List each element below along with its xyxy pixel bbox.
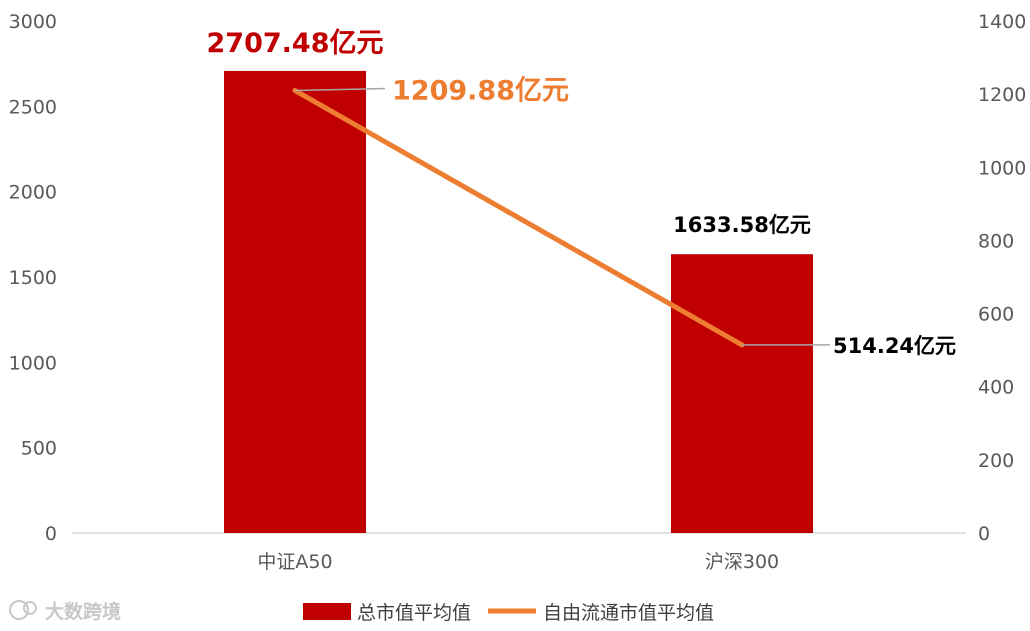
watermark-text: 大数跨境 xyxy=(45,600,121,623)
bar-data-label: 1633.58亿元 xyxy=(673,213,811,237)
bar xyxy=(224,70,366,534)
category-label: 中证A50 xyxy=(257,551,332,573)
left-y-axis: 0 500 1000 1500 2000 2500 3000 xyxy=(9,11,57,545)
line-data-label: 514.24亿元 xyxy=(833,334,956,358)
right-tick-label: 200 xyxy=(978,450,1014,472)
right-tick-label: 400 xyxy=(978,377,1014,399)
bar-data-label: 2707.48亿元 xyxy=(207,28,384,59)
right-tick-label: 0 xyxy=(978,523,990,545)
line-path xyxy=(292,88,745,348)
category-labels: 中证A50 沪深300 xyxy=(257,551,779,573)
left-tick-label: 1500 xyxy=(9,267,57,289)
right-tick-label: 600 xyxy=(978,304,1014,326)
watermark: 大数跨境 xyxy=(9,600,121,623)
right-tick-label: 800 xyxy=(978,230,1014,252)
left-tick-label: 1000 xyxy=(9,352,57,374)
category-label: 沪深300 xyxy=(705,551,779,573)
data-labels: 2707.48亿元 1633.58亿元 1209.88亿元 514.24亿元 xyxy=(207,28,957,358)
line-data-label: 1209.88亿元 xyxy=(392,76,569,107)
left-tick-label: 2500 xyxy=(9,96,57,118)
watermark-logo-icon xyxy=(9,600,37,620)
bar-series xyxy=(224,70,813,534)
legend: 总市值平均值 自由流通市值平均值 xyxy=(303,602,714,624)
left-tick-label: 3000 xyxy=(9,11,57,33)
right-y-axis: 0 200 400 600 800 1000 1200 1400 xyxy=(978,11,1026,545)
right-tick-label: 1000 xyxy=(978,157,1026,179)
legend-label: 总市值平均值 xyxy=(357,602,471,624)
leader-line xyxy=(294,87,386,92)
right-tick-label: 1200 xyxy=(978,84,1026,106)
legend-swatch-bar xyxy=(303,603,351,620)
right-tick-label: 1400 xyxy=(978,11,1026,33)
left-tick-label: 2000 xyxy=(9,182,57,204)
bar xyxy=(671,254,813,534)
left-tick-label: 0 xyxy=(45,523,57,545)
left-tick-label: 500 xyxy=(21,438,57,460)
legend-label: 自由流通市值平均值 xyxy=(543,602,714,624)
